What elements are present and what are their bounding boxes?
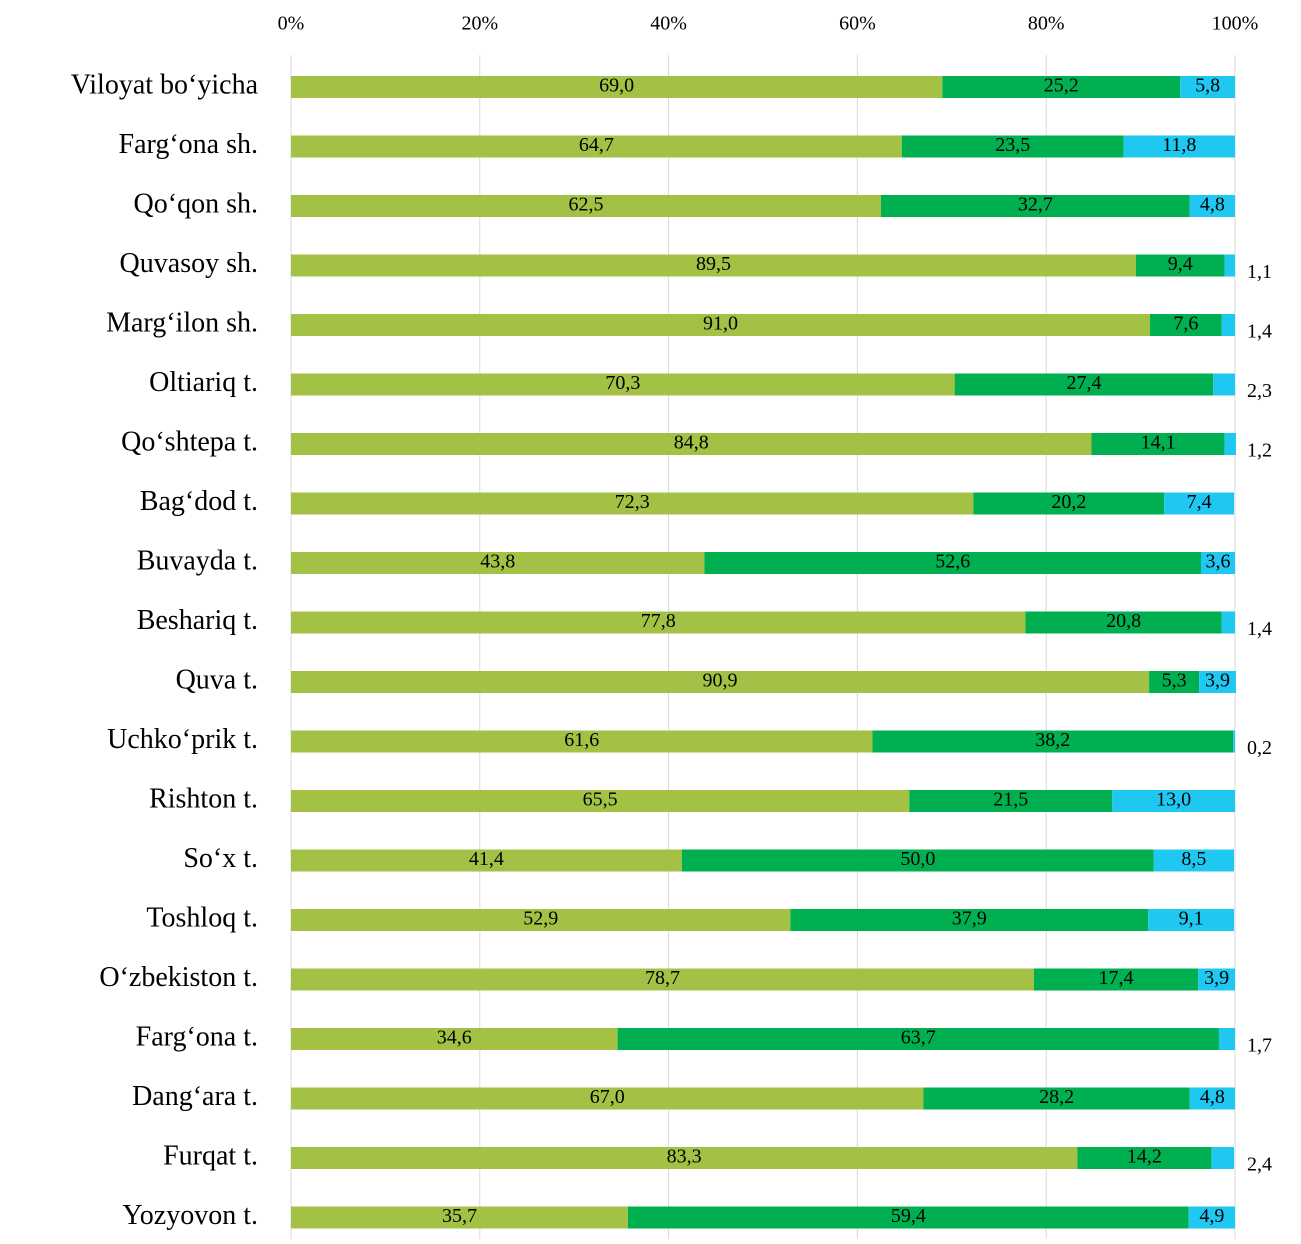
value-label: 23,5 — [995, 134, 1030, 156]
value-label: 2,4 — [1247, 1154, 1272, 1176]
value-label: 64,7 — [579, 134, 614, 156]
value-label: 14,1 — [1141, 432, 1176, 454]
value-label: 1,7 — [1247, 1035, 1272, 1057]
value-label: 43,8 — [480, 551, 515, 573]
value-label: 28,2 — [1039, 1086, 1074, 1108]
category-label: Toshloq t. — [146, 902, 258, 933]
value-label: 72,3 — [615, 491, 650, 513]
value-label: 38,2 — [1035, 729, 1070, 751]
bar-segment — [1222, 612, 1235, 634]
value-label: 1,4 — [1247, 321, 1272, 343]
category-label: Yozyovon t. — [122, 1200, 258, 1231]
value-label: 3,6 — [1206, 551, 1231, 573]
value-label: 17,4 — [1099, 967, 1134, 989]
value-label: 20,8 — [1106, 610, 1141, 632]
category-label: Dang‘ara t. — [132, 1081, 258, 1112]
bar-segment — [1225, 433, 1236, 455]
value-label: 25,2 — [1044, 75, 1079, 97]
value-label: 27,4 — [1066, 372, 1101, 394]
category-label: Uchko‘prik t. — [107, 724, 258, 755]
x-tick-label: 80% — [1028, 13, 1065, 35]
value-label: 2,3 — [1247, 380, 1272, 402]
value-label: 1,1 — [1247, 261, 1272, 283]
category-label: Farg‘ona sh. — [119, 129, 258, 160]
value-label: 1,4 — [1247, 618, 1272, 640]
bar-segment — [1222, 314, 1235, 336]
value-label: 4,8 — [1200, 1086, 1225, 1108]
category-label: Oltiariq t. — [149, 367, 258, 398]
category-label: Qo‘shtepa t. — [121, 426, 258, 457]
value-label: 5,3 — [1162, 670, 1187, 692]
value-label: 13,0 — [1156, 789, 1191, 811]
bar-segment — [1225, 255, 1235, 277]
category-label: Quva t. — [176, 664, 258, 695]
value-label: 52,6 — [935, 551, 970, 573]
value-label: 32,7 — [1018, 194, 1053, 216]
value-label: 52,9 — [523, 908, 558, 930]
category-label: Marg‘ilon sh. — [106, 307, 258, 338]
value-label: 8,5 — [1181, 848, 1206, 870]
category-label: Rishton t. — [149, 783, 258, 814]
category-label: Viloyat bo‘yicha — [71, 69, 259, 100]
category-label: Quvasoy sh. — [120, 248, 258, 279]
value-label: 61,6 — [564, 729, 599, 751]
value-label: 69,0 — [599, 75, 634, 97]
value-label: 14,2 — [1127, 1146, 1162, 1168]
value-label: 77,8 — [641, 610, 676, 632]
value-label: 63,7 — [901, 1027, 936, 1049]
chart: 0% 20% 40% 60% 80% 100% Viloyat bo‘yicha 69,0 25… — [0, 0, 1301, 1239]
value-label: 9,1 — [1179, 908, 1204, 930]
value-label: 21,5 — [993, 789, 1028, 811]
value-label: 70,3 — [605, 372, 640, 394]
value-label: 7,4 — [1187, 491, 1212, 513]
value-label: 50,0 — [900, 848, 935, 870]
category-label: Qo‘qon sh. — [134, 188, 258, 219]
category-label: Buvayda t. — [137, 545, 258, 576]
x-tick-label: 60% — [839, 13, 876, 35]
value-label: 0,2 — [1247, 737, 1272, 759]
x-tick-label: 20% — [461, 13, 498, 35]
value-label: 3,9 — [1205, 670, 1230, 692]
value-label: 5,8 — [1195, 75, 1220, 97]
value-label: 62,5 — [569, 194, 604, 216]
value-label: 4,9 — [1199, 1205, 1224, 1227]
category-label: O‘zbekiston t. — [99, 962, 258, 993]
bar-segment — [1233, 731, 1235, 753]
value-label: 67,0 — [590, 1086, 625, 1108]
bar-segment — [1219, 1028, 1235, 1050]
value-label: 35,7 — [442, 1205, 477, 1227]
value-label: 91,0 — [703, 313, 738, 335]
x-tick-label: 100% — [1212, 13, 1259, 35]
bar-segment — [1213, 374, 1235, 396]
category-label: Furqat t. — [163, 1140, 258, 1171]
x-tick-label: 40% — [650, 13, 687, 35]
value-label: 59,4 — [891, 1205, 926, 1227]
value-label: 90,9 — [703, 670, 738, 692]
value-label: 37,9 — [952, 908, 987, 930]
category-label: Bag‘dod t. — [140, 486, 258, 517]
value-label: 41,4 — [469, 848, 504, 870]
x-tick-label: 0% — [278, 13, 305, 35]
category-label: Farg‘ona t. — [136, 1021, 258, 1052]
value-label: 1,2 — [1247, 440, 1272, 462]
category-label: Beshariq t. — [137, 605, 258, 636]
category-label: So‘x t. — [183, 843, 258, 874]
value-label: 11,8 — [1162, 134, 1196, 156]
value-label: 65,5 — [583, 789, 618, 811]
value-label: 78,7 — [645, 967, 680, 989]
value-label: 7,6 — [1173, 313, 1198, 335]
value-label: 34,6 — [437, 1027, 472, 1049]
value-label: 3,9 — [1204, 967, 1229, 989]
value-label: 83,3 — [667, 1146, 702, 1168]
value-label: 20,2 — [1051, 491, 1086, 513]
value-label: 84,8 — [674, 432, 709, 454]
value-label: 89,5 — [696, 253, 731, 275]
value-label: 4,8 — [1200, 194, 1225, 216]
value-label: 9,4 — [1168, 253, 1193, 275]
bar-segment — [1211, 1147, 1234, 1169]
